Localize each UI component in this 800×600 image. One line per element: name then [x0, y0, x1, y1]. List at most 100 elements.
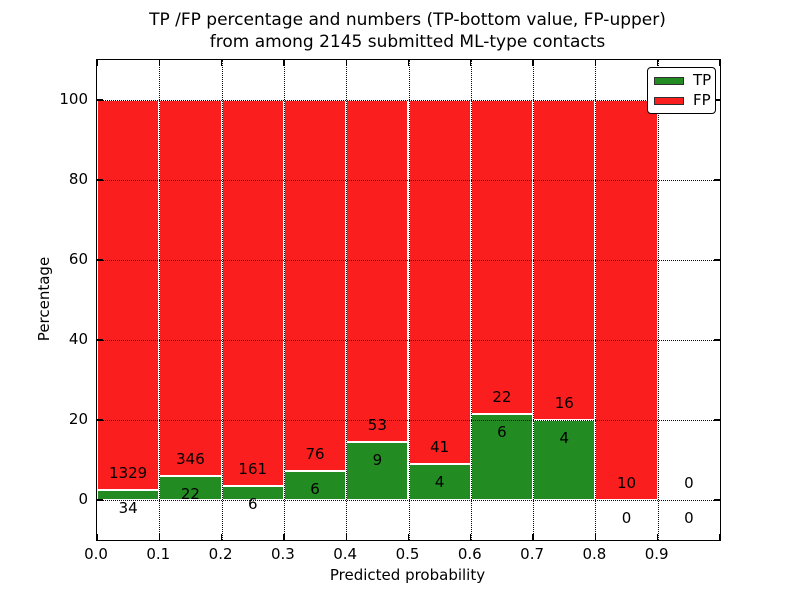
x-axis-label: Predicted probability: [329, 566, 486, 584]
x-tick-mark-top: [719, 60, 721, 66]
tp-count-label: 6: [310, 479, 320, 498]
x-tick-mark-top: [470, 60, 472, 66]
y-tick-mark-right: [714, 339, 720, 341]
fp-count-label: 161: [238, 459, 268, 478]
tp-count-label: 6: [247, 494, 258, 513]
x-tick-mark-top: [532, 60, 534, 66]
x-tick-label: 0.1: [146, 545, 171, 563]
fp-bar-segment: [595, 100, 658, 500]
tp-count-label: 6: [497, 423, 507, 442]
y-tick-label: 80: [68, 170, 88, 188]
x-tick-mark: [594, 534, 597, 540]
fp-count-label: 76: [305, 444, 325, 463]
y-tick-label: 40: [68, 330, 88, 348]
x-tick-label: 0.5: [395, 545, 420, 563]
x-tick-label: 0.7: [520, 545, 545, 563]
fp-bar-segment: [221, 100, 284, 486]
v-gridline: [533, 60, 535, 540]
fp-count-label: 346: [176, 450, 205, 469]
y-tick-mark-right: [714, 259, 720, 261]
y-tick-mark-right: [714, 179, 720, 181]
legend-item-fp: FP: [654, 93, 715, 108]
tp-count-label: 34: [118, 499, 138, 518]
chart-title-line1: TP /FP percentage and numbers (TP-bottom…: [149, 10, 666, 30]
legend-label-tp: TP: [693, 71, 712, 89]
x-tick-mark: [220, 534, 223, 540]
x-tick-label: 0.6: [457, 545, 482, 563]
y-tick-mark-right: [714, 99, 720, 101]
y-tick-mark: [97, 419, 103, 421]
v-gridline: [159, 60, 161, 540]
x-tick-mark: [96, 534, 98, 540]
x-tick-mark-top: [407, 60, 410, 66]
x-tick-mark-top: [283, 60, 285, 66]
x-tick-mark: [719, 534, 721, 540]
y-tick-label: 100: [59, 90, 88, 108]
tp-bar-segment: [97, 490, 160, 500]
legend-label-fp: FP: [693, 91, 711, 109]
fp-count-label: 41: [430, 438, 450, 457]
x-tick-label: 0.9: [644, 545, 669, 563]
tp-swatch-icon: [654, 76, 684, 85]
chart-title: TP /FP percentage and numbers (TP-bottom…: [96, 9, 719, 53]
fp-count-label: 16: [554, 394, 574, 412]
x-tick-mark: [283, 534, 285, 540]
tp-bar-segment: [346, 441, 409, 500]
x-tick-mark-top: [657, 60, 659, 66]
v-gridline: [408, 60, 410, 540]
tp-bar-segment: [470, 414, 534, 500]
tp-count-label: 0: [684, 509, 694, 527]
chart-title-line2: from among 2145 submitted ML-type contac…: [209, 32, 606, 52]
x-tick-label: 0.8: [582, 545, 607, 563]
v-gridline: [346, 60, 348, 540]
x-tick-label: 0.2: [208, 545, 233, 563]
legend: TP FP: [647, 67, 716, 114]
x-tick-label: 0.0: [84, 545, 108, 563]
x-tick-mark: [345, 534, 347, 540]
y-tick-mark: [97, 99, 103, 101]
fp-count-label: 0: [684, 474, 694, 492]
y-tick-mark: [97, 259, 103, 261]
y-axis-label: Percentage: [35, 256, 53, 342]
v-gridline: [595, 60, 597, 540]
fp-count-label: 22: [492, 388, 512, 407]
tp-count-label: 22: [180, 485, 200, 504]
y-tick-mark: [97, 499, 103, 501]
fp-count-label: 10: [617, 474, 637, 492]
axes-frame: 1329 34 346 22 161 6 76 6 53 9 41 4 22 6 16 4 10 0 0 0 TP F…: [96, 59, 721, 541]
y-tick-mark-right: [714, 499, 720, 501]
x-tick-mark-top: [594, 60, 597, 66]
fp-bar-segment: [470, 100, 534, 415]
v-gridline: [283, 60, 285, 540]
v-gridline: [470, 60, 472, 540]
x-tick-label: 0.3: [270, 545, 295, 563]
fp-bar-segment: [159, 100, 222, 477]
x-tick-mark: [657, 534, 659, 540]
x-tick-mark: [158, 534, 160, 540]
y-tick-label: 0: [78, 490, 88, 508]
x-tick-mark-top: [158, 60, 160, 66]
fp-bar-segment: [408, 100, 471, 465]
x-tick-mark-top: [345, 60, 347, 66]
fp-bar-segment: [346, 100, 409, 442]
y-tick-label: 20: [68, 410, 88, 428]
y-tick-mark-right: [714, 419, 720, 421]
x-tick-mark: [470, 534, 472, 540]
tp-bar-segment: [283, 470, 347, 500]
v-gridline: [221, 60, 223, 540]
fp-bar-segment: [97, 100, 160, 491]
y-tick-mark: [97, 179, 103, 181]
x-tick-mark-top: [96, 60, 98, 66]
x-tick-mark: [407, 534, 410, 540]
legend-item-tp: TP: [654, 73, 715, 88]
fp-bar-segment: [283, 100, 347, 471]
tp-count-label: 4: [434, 473, 445, 492]
x-tick-mark-top: [220, 60, 223, 66]
plot-area: 1329 34 346 22 161 6 76 6 53 9 41 4 22 6 16 4 10 0 0 0: [96, 60, 721, 540]
fp-swatch-icon: [654, 96, 684, 105]
v-gridline: [657, 60, 659, 540]
y-tick-mark: [97, 339, 103, 341]
tp-count-label: 9: [372, 450, 383, 469]
x-tick-mark: [532, 534, 534, 540]
